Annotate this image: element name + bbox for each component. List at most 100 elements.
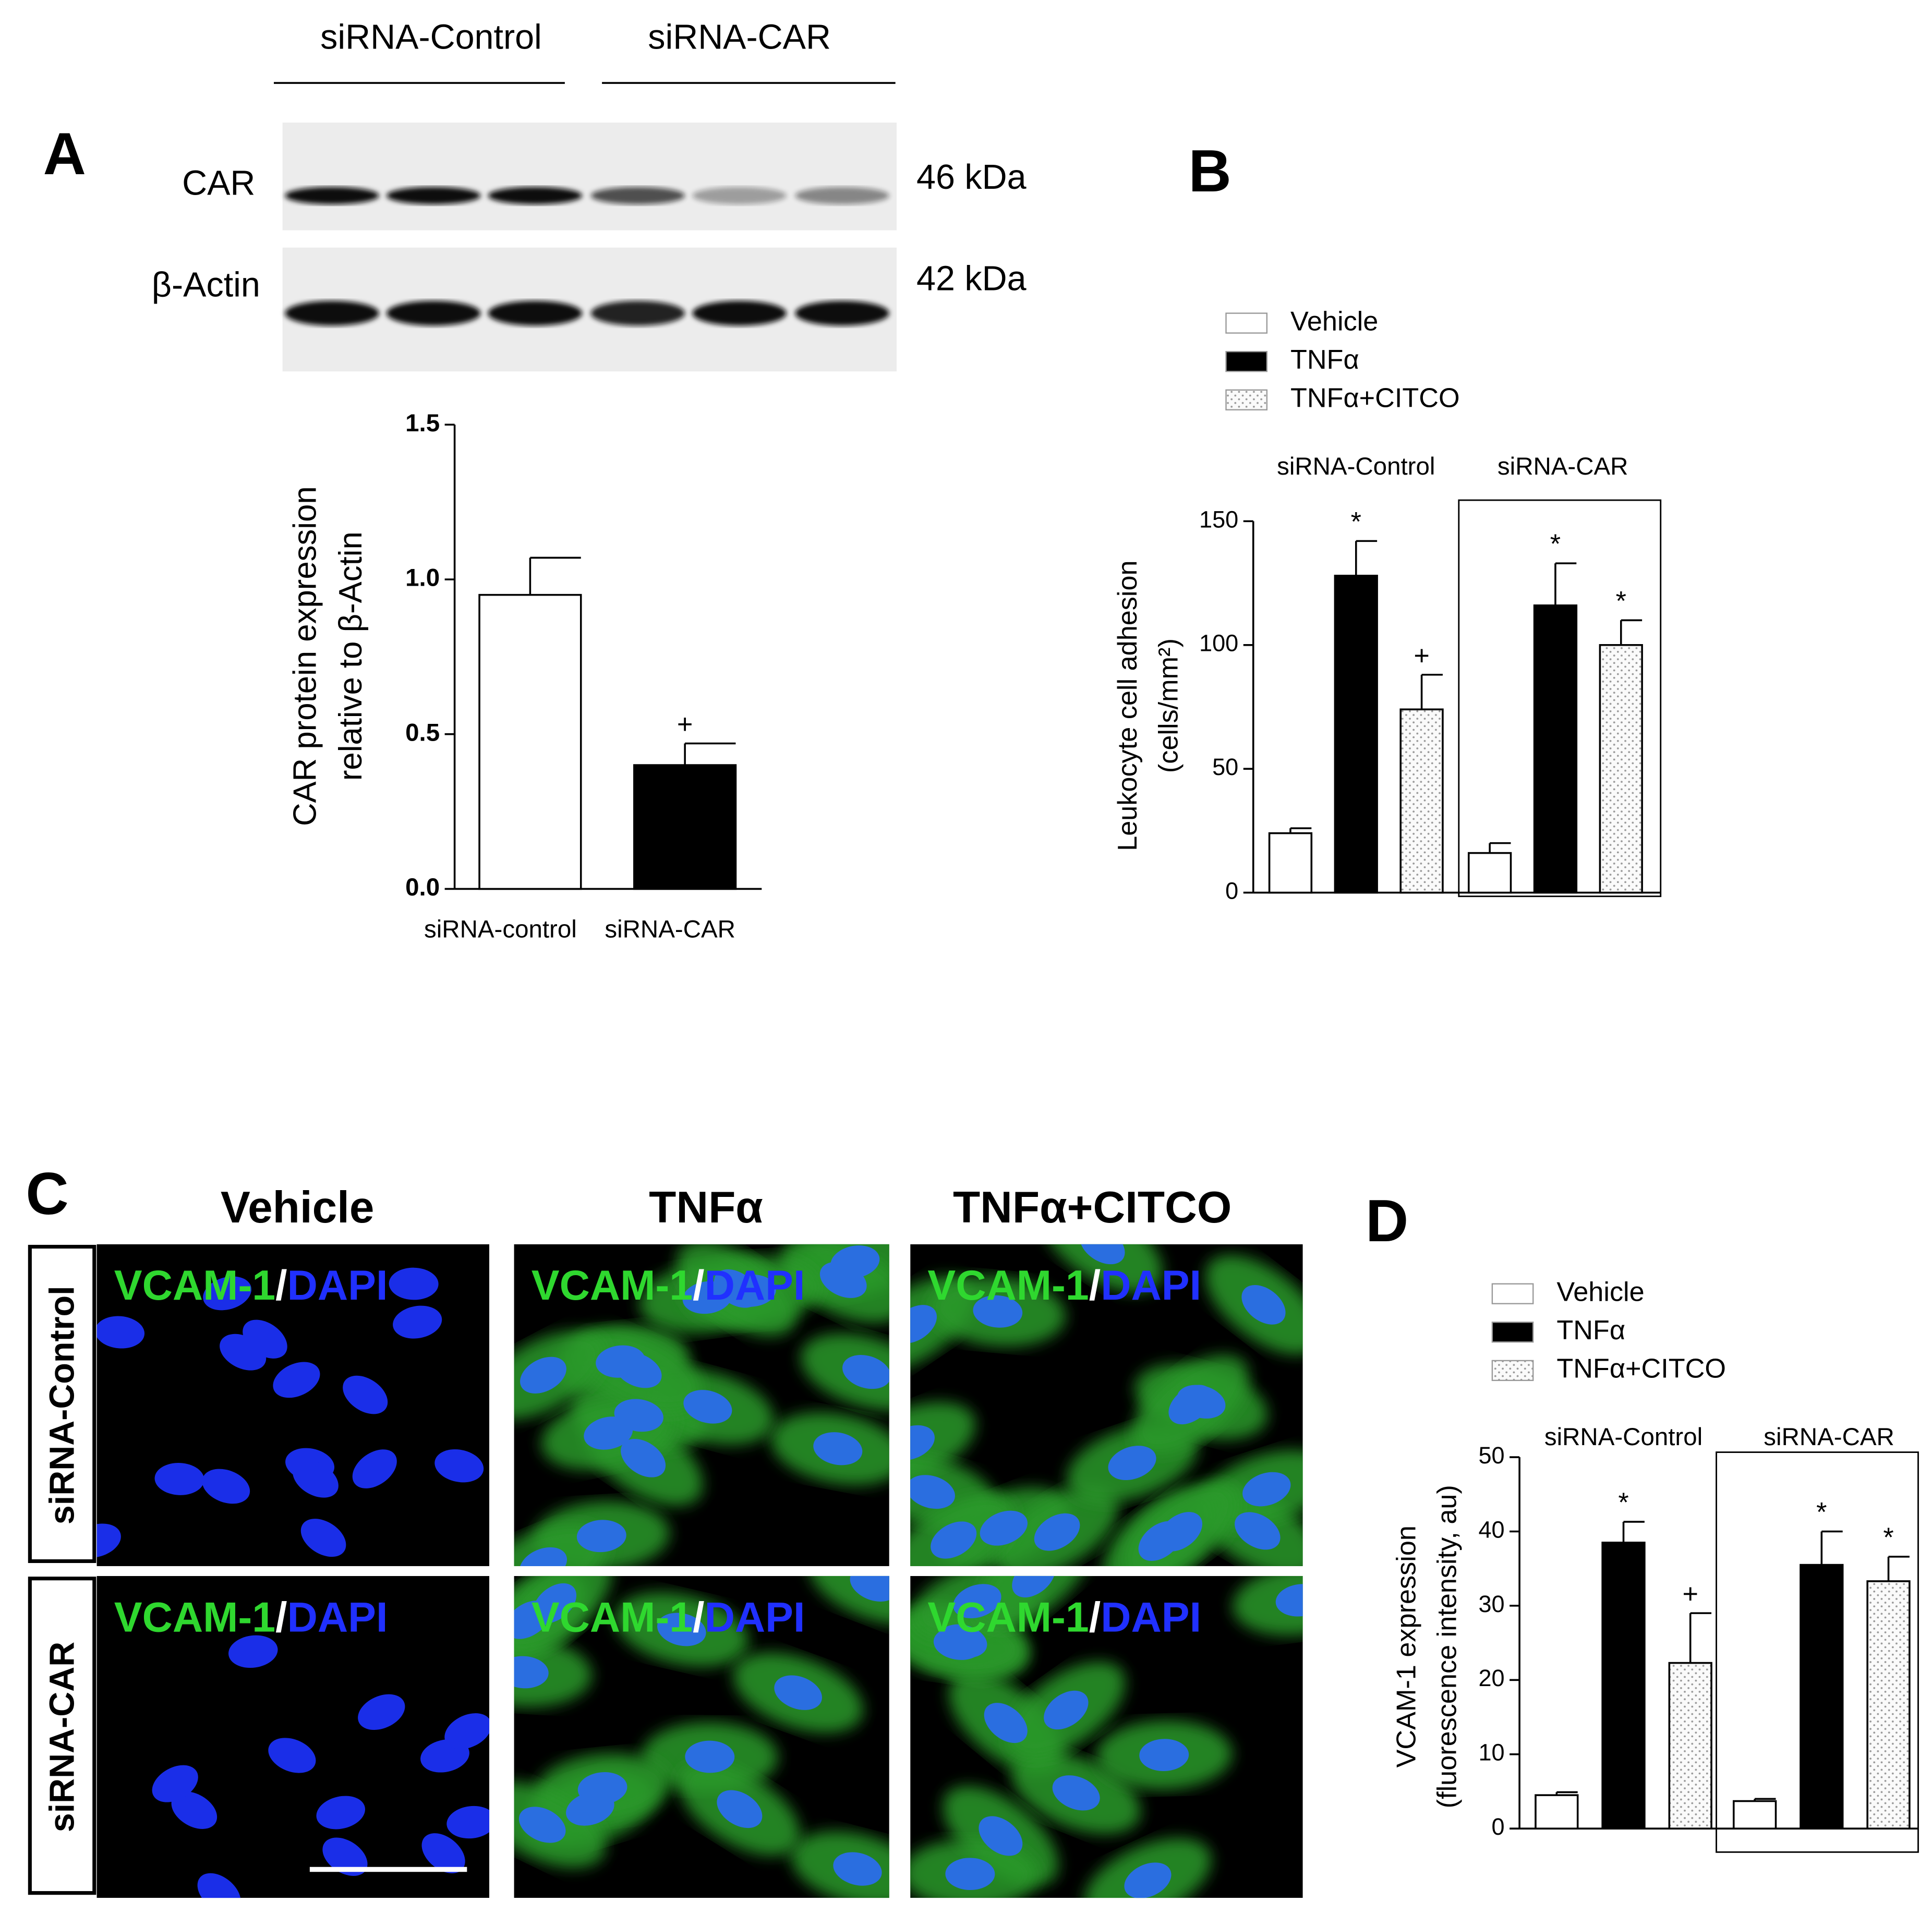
nucleus <box>931 1521 977 1559</box>
nucleus <box>322 1837 368 1876</box>
y-axis-label: Leukocyte cell adhesion <box>1113 560 1143 851</box>
nucleus <box>717 1790 763 1828</box>
overlay-label: VCAM-1/DAPI <box>114 1263 388 1310</box>
nucleus <box>203 1276 251 1311</box>
overlay-marker: VCAM-1 <box>114 1263 275 1310</box>
column-title: TNFα+CITCO <box>953 1183 1231 1232</box>
y-tick-label: 50 <box>1478 1442 1504 1469</box>
blot-band <box>590 300 685 326</box>
blot-band <box>285 187 379 204</box>
significance-mark: * <box>1618 1488 1628 1518</box>
nucleus <box>1012 1576 1056 1597</box>
significance-mark: * <box>1883 1522 1893 1553</box>
blot-band <box>488 300 583 326</box>
nucleus <box>621 1438 666 1477</box>
nucleus <box>714 1269 759 1308</box>
bar <box>478 593 582 890</box>
bar <box>1399 708 1444 894</box>
micrograph <box>514 1244 889 1566</box>
legend-label: Vehicle <box>1290 306 1378 336</box>
nucleus <box>1158 1512 1203 1552</box>
panel-label: A <box>43 121 86 187</box>
nucleus <box>393 1305 442 1339</box>
nucleus <box>576 1520 626 1553</box>
y-tick-label: 10 <box>1478 1739 1504 1766</box>
blot-size-label: 42 kDa <box>916 259 1027 298</box>
nucleus <box>1108 1446 1156 1481</box>
nucleus <box>520 1356 566 1394</box>
nucleus <box>1044 1690 1089 1730</box>
y-tick-label: 100 <box>1199 630 1238 657</box>
nucleus <box>933 1627 983 1660</box>
nucleus <box>228 1635 278 1668</box>
blot-band <box>285 300 379 326</box>
row-label-box <box>28 1244 96 1564</box>
legend-swatch <box>1491 1283 1534 1304</box>
nucleus <box>685 1740 735 1773</box>
overlay-label: VCAM-1/DAPI <box>114 1594 388 1641</box>
panel-label: C <box>26 1161 68 1227</box>
nucleus <box>1034 1513 1080 1551</box>
y-tick-label: 0 <box>1492 1813 1505 1840</box>
blot-band <box>387 300 481 326</box>
nucleus <box>842 1355 889 1389</box>
blot-strip <box>282 123 897 231</box>
overlay-marker: VCAM-1 <box>114 1594 275 1641</box>
overlay-stain: DAPI <box>287 1594 388 1641</box>
micrograph <box>910 1576 1303 1898</box>
x-tick-label: siRNA-CAR <box>605 916 735 943</box>
nucleus <box>171 1791 218 1829</box>
nucleus <box>910 1475 955 1509</box>
bar <box>1535 1794 1579 1830</box>
nucleus <box>268 1738 316 1773</box>
overlay-separator: / <box>275 1594 287 1641</box>
y-tick-label: 20 <box>1478 1665 1504 1691</box>
legend-swatch <box>1225 312 1268 334</box>
y-tick-label: 1.0 <box>405 564 440 592</box>
blot-group-label: siRNA-Control <box>320 18 542 57</box>
bar <box>1334 575 1378 894</box>
nucleus <box>614 1352 662 1388</box>
significance-mark: * <box>1616 586 1626 616</box>
row-label: siRNA-Control <box>43 1286 81 1524</box>
nucleus <box>533 1583 577 1624</box>
nucleus <box>273 1362 320 1398</box>
nucleus <box>316 1796 365 1830</box>
nucleus <box>518 1807 566 1843</box>
nucleus <box>850 1576 889 1602</box>
overlay-marker: VCAM-1 <box>532 1263 693 1310</box>
overlay-marker: VCAM-1 <box>927 1594 1089 1641</box>
significance-mark: * <box>1816 1497 1827 1528</box>
bar <box>1601 1542 1646 1830</box>
significance-mark: + <box>1682 1579 1698 1609</box>
legend-label: TNFα+CITCO <box>1556 1354 1726 1384</box>
y-tick-label: 50 <box>1212 754 1238 780</box>
nucleus <box>683 1390 732 1424</box>
nucleus <box>293 1460 339 1498</box>
row-label-box <box>28 1577 96 1895</box>
nucleus <box>819 1262 867 1298</box>
y-tick-label: 0.5 <box>405 719 440 746</box>
overlay-stain: DAPI <box>705 1594 805 1641</box>
nucleus <box>979 1816 1023 1856</box>
bar <box>1866 1580 1911 1830</box>
significance-mark: + <box>1414 640 1430 671</box>
blot-band <box>795 300 889 326</box>
panel-label: B <box>1189 138 1231 204</box>
y-tick-label: 40 <box>1478 1516 1504 1543</box>
y-axis-label: (fluorescence intensity, au) <box>1432 1485 1463 1808</box>
column-title: TNFα <box>649 1183 763 1232</box>
legend-label: TNFα <box>1290 345 1359 375</box>
nucleus <box>813 1432 863 1465</box>
nucleus <box>352 1449 397 1488</box>
legend-label: Vehicle <box>1556 1277 1644 1307</box>
bar <box>1733 1800 1777 1830</box>
legend-label: TNFα <box>1556 1315 1625 1346</box>
nucleus <box>984 1703 1028 1743</box>
y-axis-label: (cells/mm²) <box>1153 638 1184 773</box>
overlay-separator: / <box>275 1263 287 1310</box>
bar <box>1533 604 1578 894</box>
blot-row-label: β-Actin <box>152 265 260 304</box>
